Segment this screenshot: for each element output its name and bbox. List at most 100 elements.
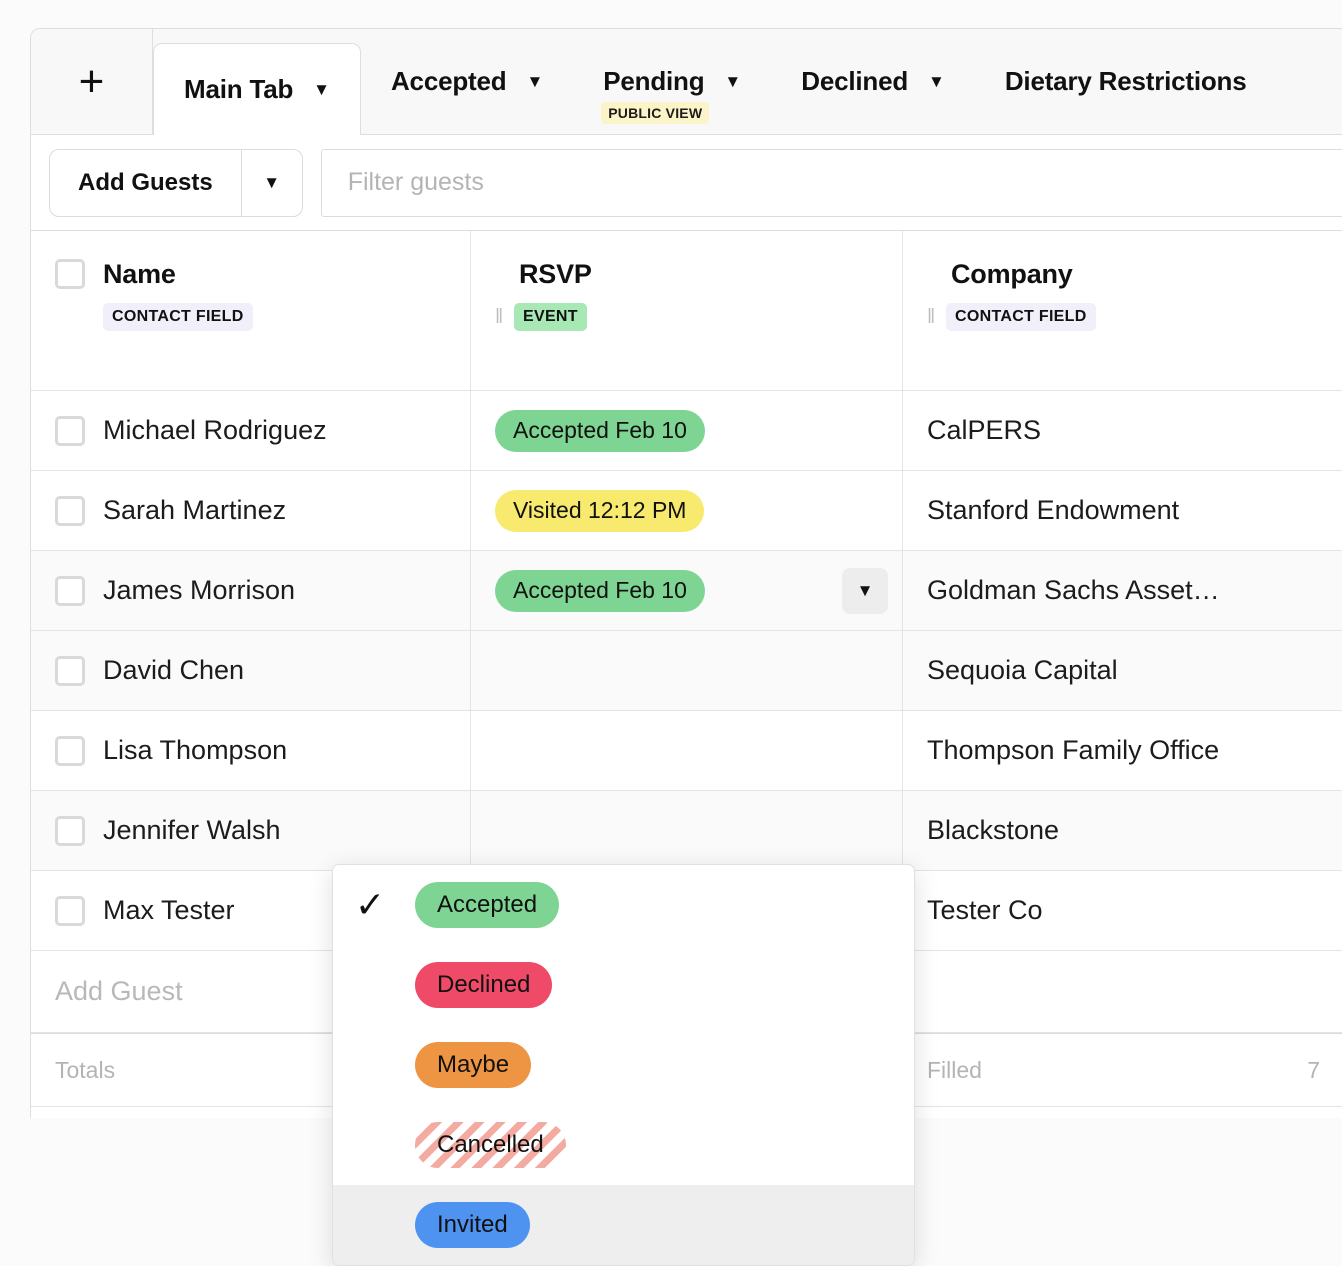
rsvp-option-maybe[interactable]: Maybe bbox=[333, 1025, 914, 1105]
tab-accepted[interactable]: Accepted ▼ bbox=[361, 29, 573, 134]
chevron-down-icon[interactable]: ▼ bbox=[526, 72, 544, 91]
guest-company: Tester Co bbox=[927, 895, 1043, 925]
rsvp-status-pill[interactable]: Visited 12:12 PM bbox=[495, 489, 705, 532]
tab-main-tab[interactable]: Main Tab ▼ bbox=[153, 43, 361, 135]
guest-name: David Chen bbox=[103, 655, 245, 685]
table-row[interactable]: Lisa Thompson Thompson Family Office bbox=[31, 711, 1342, 791]
add-guests-dropdown-button[interactable]: ▼ bbox=[242, 150, 302, 216]
tab-label: Accepted bbox=[390, 66, 507, 96]
row-checkbox[interactable] bbox=[55, 575, 85, 606]
tab-label: Main Tab bbox=[184, 74, 294, 104]
column-title-company: Company bbox=[951, 258, 1073, 289]
cell-name[interactable]: James Morrison bbox=[31, 551, 471, 630]
cell-rsvp[interactable]: Accepted Feb 10 bbox=[471, 391, 903, 470]
add-guest-placeholder: Add Guest bbox=[55, 976, 183, 1006]
totals-company-value: 7 bbox=[1307, 1056, 1320, 1083]
check-icon: ✓ bbox=[355, 884, 386, 925]
column-chip-company: CONTACT FIELD bbox=[946, 303, 1096, 331]
rsvp-option-declined[interactable]: Declined bbox=[333, 945, 914, 1025]
rsvp-status-pill[interactable]: Accepted Feb 10 bbox=[495, 409, 705, 452]
chevron-down-icon: ▼ bbox=[263, 172, 281, 192]
column-header-company[interactable]: Company ‖ CONTACT FIELD bbox=[903, 231, 1342, 390]
cell-name[interactable]: Jennifer Walsh bbox=[31, 791, 471, 870]
guest-company: Stanford Endowment bbox=[927, 495, 1180, 525]
cell-company[interactable]: Tester Co bbox=[903, 871, 1342, 950]
cell-company[interactable]: Sequoia Capital bbox=[903, 631, 1342, 710]
rsvp-option-accepted[interactable]: ✓ Accepted bbox=[333, 865, 914, 945]
chevron-down-icon[interactable]: ▼ bbox=[928, 72, 945, 91]
search-input[interactable] bbox=[347, 168, 1342, 197]
rsvp-option-pill-wrap: Accepted bbox=[415, 882, 560, 928]
chevron-down-icon[interactable]: ▼ bbox=[724, 72, 742, 91]
cell-rsvp[interactable]: Visited 12:12 PM bbox=[471, 471, 903, 550]
cell-name[interactable]: Sarah Martinez bbox=[31, 471, 471, 550]
row-checkbox[interactable] bbox=[55, 495, 85, 526]
guest-name: James Morrison bbox=[103, 575, 296, 605]
add-guest-company-cell[interactable] bbox=[903, 951, 1342, 1032]
add-guests-group: Add Guests ▼ bbox=[49, 148, 303, 217]
tab-declined[interactable]: Declined ▼ bbox=[771, 29, 975, 134]
add-tab-button[interactable]: + bbox=[31, 29, 153, 134]
guest-name: Sarah Martinez bbox=[103, 495, 287, 525]
guest-name: Lisa Thompson bbox=[103, 735, 288, 765]
tab-label: Pending bbox=[603, 66, 705, 96]
drag-handle-icon[interactable]: ‖ bbox=[927, 306, 937, 328]
totals-company-cell[interactable]: Filled 7 bbox=[903, 1034, 1342, 1106]
rsvp-option-pill[interactable]: Maybe bbox=[415, 1042, 532, 1088]
cell-rsvp[interactable] bbox=[471, 791, 903, 870]
cell-rsvp[interactable]: Accepted Feb 10 ▼ bbox=[471, 551, 903, 630]
guest-name: Michael Rodriguez bbox=[103, 415, 327, 445]
rsvp-dropdown-toggle[interactable]: ▼ bbox=[842, 567, 888, 614]
tab-label: Declined bbox=[801, 66, 909, 96]
cell-name[interactable]: David Chen bbox=[31, 631, 471, 710]
cell-name[interactable]: Max Tester bbox=[31, 871, 471, 950]
table-row[interactable]: James Morrison Accepted Feb 10 ▼ Goldman Sa… bbox=[31, 551, 1342, 631]
row-checkbox[interactable] bbox=[55, 735, 85, 766]
cell-name[interactable]: Michael Rodriguez bbox=[31, 391, 471, 470]
tab-pending[interactable]: Pending ▼ PUBLIC VIEW bbox=[573, 29, 771, 134]
tab-dietary-restrictions[interactable]: Dietary Restrictions bbox=[975, 29, 1277, 134]
filter-guests-box[interactable] bbox=[320, 148, 1342, 217]
chevron-down-icon[interactable]: ▼ bbox=[313, 80, 330, 99]
row-checkbox[interactable] bbox=[55, 655, 85, 686]
cell-company[interactable]: CalPERS bbox=[903, 391, 1342, 470]
column-header-name[interactable]: Name CONTACT FIELD bbox=[31, 231, 471, 390]
row-checkbox[interactable] bbox=[55, 895, 85, 926]
cell-rsvp[interactable] bbox=[471, 711, 903, 790]
table-row[interactable]: Michael Rodriguez Accepted Feb 10 CalPERS bbox=[31, 391, 1342, 471]
cell-company[interactable]: Thompson Family Office bbox=[903, 711, 1342, 790]
guest-name: Jennifer Walsh bbox=[103, 815, 281, 845]
app-window: + Main Tab ▼ Accepted ▼ Pending ▼ PUBLIC VIEW D… bbox=[30, 28, 1342, 1266]
table-header-row: Name CONTACT FIELD RSVP ‖ EVENT Company bbox=[31, 231, 1342, 391]
guest-name: Max Tester bbox=[103, 895, 235, 925]
public-view-badge: PUBLIC VIEW bbox=[601, 102, 710, 124]
add-guests-button[interactable]: Add Guests bbox=[50, 149, 242, 216]
table-row[interactable]: Sarah Martinez Visited 12:12 PM Stanford E… bbox=[31, 471, 1342, 551]
row-checkbox[interactable] bbox=[55, 415, 85, 446]
cell-rsvp[interactable] bbox=[471, 631, 903, 710]
cell-company[interactable]: Stanford Endowment bbox=[903, 471, 1342, 550]
cell-company[interactable]: Blackstone bbox=[903, 791, 1342, 870]
drag-handle-icon[interactable]: ‖ bbox=[495, 306, 505, 328]
rsvp-option-cancelled[interactable]: Cancelled bbox=[333, 1105, 914, 1185]
rsvp-option-pill[interactable]: Accepted bbox=[415, 882, 560, 928]
plus-icon: + bbox=[78, 56, 105, 106]
rsvp-status-pill[interactable]: Accepted Feb 10 bbox=[495, 569, 705, 612]
select-all-checkbox[interactable] bbox=[55, 259, 85, 289]
row-checkbox[interactable] bbox=[55, 815, 85, 846]
cell-company[interactable]: Goldman Sachs Asset… bbox=[903, 551, 1342, 630]
rsvp-dropdown-menu[interactable]: ✓ Accepted Declined Maybe Cancelled Invited bbox=[332, 864, 915, 1266]
table-row[interactable]: David Chen Sequoia Capital bbox=[31, 631, 1342, 711]
column-header-rsvp[interactable]: RSVP ‖ EVENT bbox=[471, 231, 903, 390]
rsvp-option-pill-wrap: Declined bbox=[415, 962, 553, 1008]
totals-company-label: Filled bbox=[927, 1056, 982, 1083]
guest-company: Sequoia Capital bbox=[927, 655, 1118, 685]
rsvp-option-pill[interactable]: Cancelled bbox=[415, 1122, 566, 1168]
table-row[interactable]: Jennifer Walsh Blackstone bbox=[31, 791, 1342, 871]
rsvp-option-pill[interactable]: Declined bbox=[415, 962, 553, 1008]
rsvp-option-invited[interactable]: Invited bbox=[333, 1185, 914, 1265]
rsvp-option-pill[interactable]: Invited bbox=[415, 1202, 530, 1248]
cell-name[interactable]: Lisa Thompson bbox=[31, 711, 471, 790]
guest-company: Goldman Sachs Asset… bbox=[927, 575, 1220, 605]
toolbar: Add Guests ▼ bbox=[31, 135, 1342, 231]
